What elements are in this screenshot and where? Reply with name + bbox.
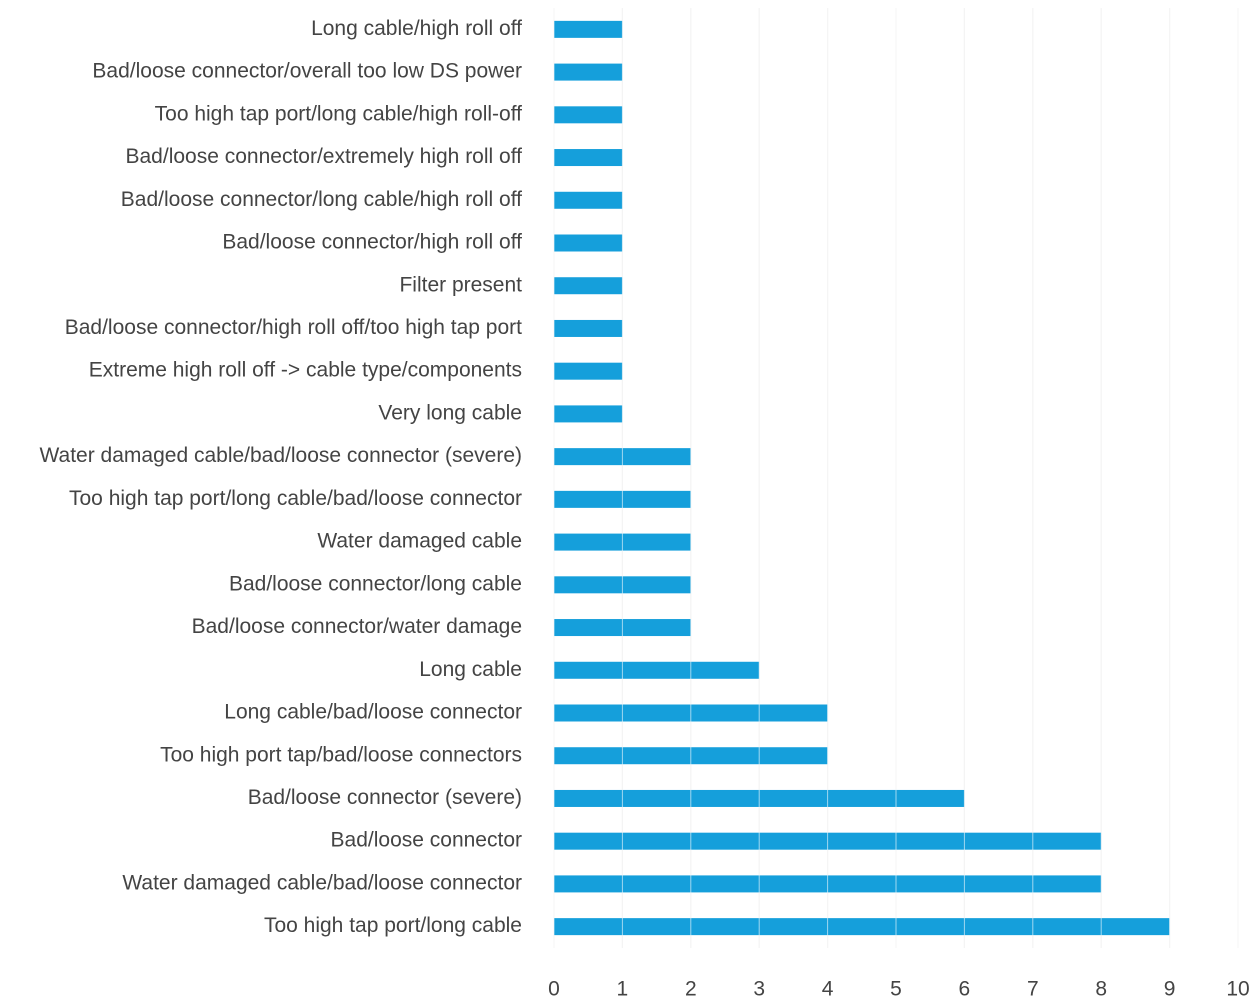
x-tick-label: 10 — [1226, 978, 1249, 998]
y-tick-label: Too high tap port/long cable — [264, 914, 522, 937]
y-tick-label: Bad/loose connector/extremely high roll … — [126, 145, 523, 168]
x-tick-label: 1 — [617, 978, 629, 998]
y-tick-label: Bad/loose connector/long cable/high roll… — [121, 188, 522, 211]
x-tick-label: 2 — [685, 978, 697, 998]
y-tick-label: Bad/loose connector/high roll off — [222, 231, 522, 254]
bar — [554, 362, 623, 380]
y-tick-label: Filter present — [399, 273, 522, 296]
x-tick-label: 6 — [959, 978, 971, 998]
y-tick-label: Water damaged cable — [317, 530, 522, 553]
bar — [554, 234, 623, 252]
y-tick-label: Too high tap port/long cable/bad/loose c… — [69, 487, 522, 510]
y-tick-label: Too high tap port/long cable/high roll-o… — [155, 102, 523, 125]
x-tick-label: 4 — [822, 978, 834, 998]
bar — [554, 106, 623, 124]
x-tick-label: 7 — [1027, 978, 1039, 998]
y-tick-label: Long cable — [419, 658, 522, 681]
bar — [554, 319, 623, 337]
y-tick-label: Too high port tap/bad/loose connectors — [160, 743, 522, 766]
x-tick-label: 8 — [1095, 978, 1107, 998]
x-tick-label: 3 — [753, 978, 765, 998]
x-tick-label: 0 — [548, 978, 560, 998]
bar — [554, 405, 623, 423]
x-tick-label: 5 — [890, 978, 902, 998]
y-tick-label: Water damaged cable/bad/loose connector … — [40, 444, 523, 467]
bar — [554, 63, 623, 81]
y-tick-label: Long cable/high roll off — [311, 17, 522, 40]
y-tick-label: Bad/loose connector — [331, 829, 522, 852]
y-tick-label: Bad/loose connector/overall too low DS p… — [92, 60, 522, 83]
bar — [554, 277, 623, 295]
y-tick-label: Bad/loose connector (severe) — [248, 786, 522, 809]
bar — [554, 20, 623, 38]
y-tick-label: Extreme high roll off -> cable type/comp… — [89, 359, 522, 382]
y-tick-label: Bad/loose connector/long cable — [229, 572, 522, 595]
bar — [554, 191, 623, 209]
y-tick-label: Long cable/bad/loose connector — [224, 701, 522, 724]
y-tick-label: Water damaged cable/bad/loose connector — [122, 871, 522, 894]
bar — [554, 661, 760, 679]
bar — [554, 918, 1170, 936]
y-tick-label: Bad/loose connector/high roll off/too hi… — [65, 316, 522, 339]
bar — [554, 149, 623, 167]
y-tick-label: Bad/loose connector/water damage — [192, 615, 522, 638]
y-tick-label: Very long cable — [378, 401, 522, 424]
x-tick-label: 9 — [1164, 978, 1176, 998]
